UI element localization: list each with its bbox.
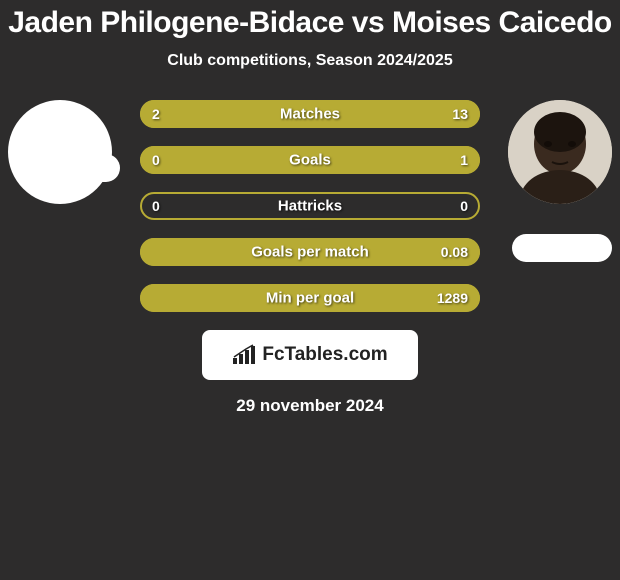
- stat-value-left: 2: [152, 106, 160, 122]
- stat-row: 0 0 Hattricks: [140, 192, 480, 220]
- stat-row: 1289 Min per goal: [140, 284, 480, 312]
- page-title: Jaden Philogene-Bidace vs Moises Caicedo: [0, 6, 620, 40]
- stat-value-left: 0: [152, 152, 160, 168]
- page-subtitle: Club competitions, Season 2024/2025: [0, 52, 620, 70]
- comparison-card: Jaden Philogene-Bidace vs Moises Caicedo…: [0, 0, 620, 580]
- stat-row: 2 13 Matches: [140, 100, 480, 128]
- stat-bars: 2 13 Matches 0 1 Goals 0 0 Hattricks 0.08 Goals pe…: [140, 100, 480, 312]
- stat-label: Matches: [280, 106, 340, 123]
- stat-label: Goals per match: [251, 244, 369, 261]
- stat-row: 0.08 Goals per match: [140, 238, 480, 266]
- player-silhouette-icon: [508, 100, 612, 204]
- bar-chart-icon: [232, 344, 256, 366]
- stat-value-right: 0: [460, 198, 468, 214]
- stat-row: 0 1 Goals: [140, 146, 480, 174]
- stat-value-left: 0: [152, 198, 160, 214]
- stat-value-right: 0.08: [441, 244, 468, 260]
- avatar-right: [508, 100, 612, 204]
- stat-value-right: 1: [460, 152, 468, 168]
- team-chip-right: [512, 234, 612, 262]
- stat-value-right: 1289: [437, 290, 468, 306]
- avatar-left: [8, 100, 112, 204]
- team-chip-left: [20, 154, 120, 182]
- stat-label: Hattricks: [278, 198, 342, 215]
- stat-fill-left: [140, 100, 185, 128]
- stat-label: Goals: [289, 152, 331, 169]
- source-logo-text: FcTables.com: [262, 344, 387, 366]
- snapshot-date: 29 november 2024: [0, 396, 620, 416]
- compare-area: 2 13 Matches 0 1 Goals 0 0 Hattricks 0.08 Goals pe…: [0, 100, 620, 312]
- source-logo: FcTables.com: [202, 330, 418, 380]
- stat-label: Min per goal: [266, 290, 354, 307]
- stat-value-right: 13: [452, 106, 468, 122]
